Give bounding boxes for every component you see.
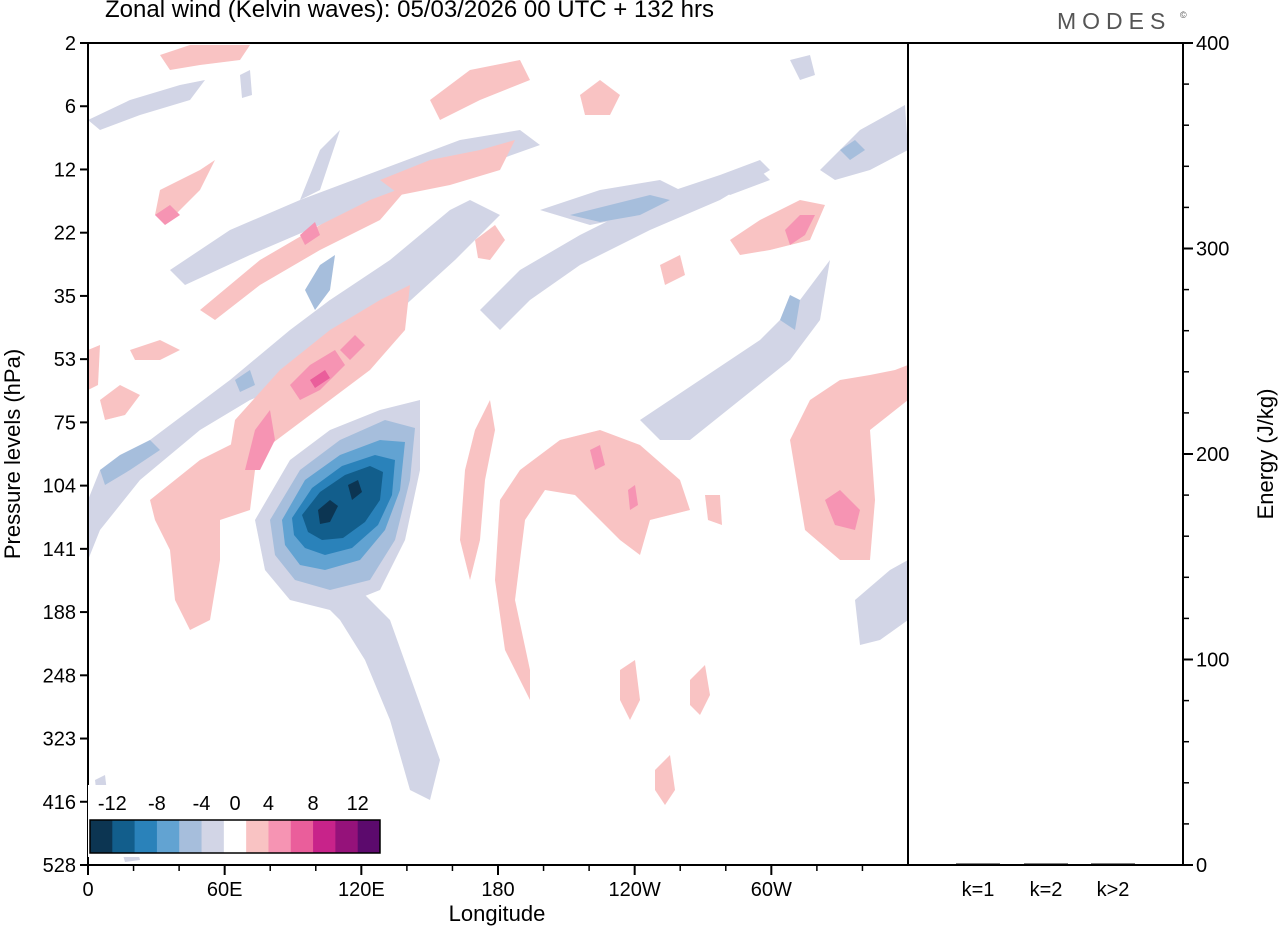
x-axis-title: Longitude — [449, 901, 546, 926]
y-tick-label: 6 — [65, 96, 76, 118]
colorbar-swatch — [156, 820, 180, 853]
y-tick-label: 188 — [43, 602, 76, 624]
x-tick-label: 120W — [609, 879, 661, 901]
colorbar-swatch — [290, 820, 314, 853]
y-tick-label: 2 — [65, 33, 76, 55]
colorbar-label: -4 — [193, 793, 211, 815]
x-tick-label: 60W — [751, 879, 792, 901]
brand-logo: MODES — [1057, 8, 1172, 34]
y-tick-label: 12 — [54, 159, 76, 181]
colorbar: -12 -8 -4 0 4 8 12 — [88, 785, 381, 857]
colorbar-swatch — [335, 820, 359, 853]
y-tick-label: 35 — [54, 286, 76, 308]
negative-moderate-bands — [100, 140, 865, 485]
energy-frame — [907, 42, 1184, 866]
x-tick-label: 0 — [82, 879, 93, 901]
x-tick-label: 180 — [481, 879, 514, 901]
energy-tick-label: 300 — [1196, 239, 1229, 261]
y-tick-label: 416 — [43, 792, 76, 814]
energy-bar — [1091, 863, 1135, 865]
page-title: Zonal wind (Kelvin waves): 05/03/2026 00… — [105, 0, 714, 23]
energy-category-label: k>2 — [1097, 879, 1130, 901]
energy-tick-label: 200 — [1196, 444, 1229, 466]
energy-category-label: k=1 — [962, 879, 995, 901]
y-tick-label: 22 — [54, 223, 76, 245]
positive-strong-core — [310, 370, 330, 388]
energy-axis-title: Energy (J/kg) — [1253, 389, 1278, 520]
colorbar-swatch — [223, 820, 247, 853]
y-tick-label: 53 — [54, 349, 76, 371]
y-axis: 2 6 12 22 35 53 75 104 141 188 248 323 416 528 — [43, 33, 88, 877]
colorbar-label: -12 — [98, 793, 127, 815]
y-tick-label: 528 — [43, 855, 76, 877]
energy-panel: 0 100 200 300 400 k=1 k=2 k>2 — [907, 33, 1229, 901]
y-tick-label: 141 — [43, 539, 76, 561]
x-axis: 0 60E 120E 180 120W 60W — [82, 865, 864, 901]
heatmap-area — [88, 43, 908, 865]
negative-core — [255, 400, 420, 610]
positive-weak-bands — [88, 45, 908, 805]
colorbar-swatch — [90, 820, 113, 853]
colorbar-swatch — [112, 820, 136, 853]
x-tick-label: 120E — [338, 879, 385, 901]
y-tick-label: 323 — [43, 729, 76, 751]
colorbar-label: 8 — [308, 793, 319, 815]
y-tick-label: 104 — [43, 476, 76, 498]
y-tick-label: 75 — [54, 412, 76, 434]
brand-mark: © — [1180, 10, 1187, 20]
energy-tick-label: 400 — [1196, 33, 1229, 55]
colorbar-swatch — [179, 820, 203, 853]
colorbar-swatch — [201, 820, 225, 853]
colorbar-frame — [89, 819, 381, 854]
colorbar-label: 0 — [229, 793, 240, 815]
colorbar-swatch — [313, 820, 336, 853]
energy-category-label: k=2 — [1030, 879, 1063, 901]
colorbar-swatch — [246, 820, 269, 853]
colorbar-label: 12 — [347, 793, 369, 815]
colorbar-swatch — [268, 820, 292, 853]
y-tick-label: 248 — [43, 665, 76, 687]
energy-bar — [956, 863, 1000, 865]
y-axis-title: Pressure levels (hPa) — [0, 349, 25, 559]
colorbar-swatch — [357, 820, 381, 853]
energy-tick-label: 0 — [1196, 855, 1207, 877]
energy-bar — [1024, 863, 1068, 865]
positive-moderate-bands — [155, 205, 860, 530]
x-tick-label: 60E — [207, 879, 243, 901]
colorbar-label: 4 — [263, 793, 274, 815]
energy-tick-label: 100 — [1196, 650, 1229, 672]
colorbar-label: -8 — [148, 793, 166, 815]
colorbar-swatch — [134, 820, 158, 853]
